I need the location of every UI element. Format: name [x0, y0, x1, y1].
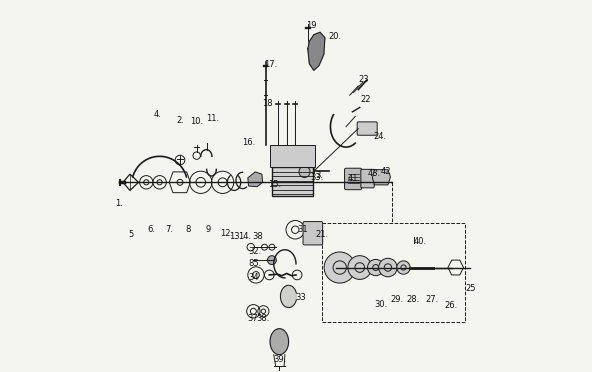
Text: 28.: 28.: [407, 295, 420, 304]
Text: 23: 23: [358, 75, 369, 84]
Text: 31: 31: [297, 225, 308, 234]
Text: 13.: 13.: [229, 232, 243, 241]
Text: 4.: 4.: [153, 110, 161, 119]
Text: 18: 18: [262, 99, 272, 108]
FancyBboxPatch shape: [270, 145, 314, 167]
Polygon shape: [248, 172, 263, 187]
Text: 38.: 38.: [256, 314, 269, 323]
Circle shape: [397, 261, 410, 274]
Text: 38: 38: [252, 232, 263, 241]
Polygon shape: [372, 170, 391, 185]
Polygon shape: [308, 32, 325, 70]
Text: 42: 42: [381, 167, 391, 176]
Text: 85.: 85.: [249, 259, 262, 268]
Text: 16.: 16.: [242, 138, 256, 147]
Text: 19: 19: [306, 21, 317, 30]
Text: 8: 8: [185, 225, 191, 234]
Circle shape: [348, 256, 372, 279]
Circle shape: [299, 166, 310, 177]
Text: 20.: 20.: [329, 32, 342, 41]
Text: 1.: 1.: [115, 199, 123, 208]
Text: 14.: 14.: [239, 232, 252, 241]
Polygon shape: [281, 285, 297, 308]
Text: 29.: 29.: [391, 295, 404, 304]
FancyBboxPatch shape: [345, 168, 362, 190]
Text: 41.: 41.: [347, 174, 361, 183]
Text: 17.: 17.: [265, 60, 278, 69]
Text: 33: 33: [295, 294, 306, 302]
Text: 15.: 15.: [268, 180, 281, 189]
Text: 32.: 32.: [249, 247, 262, 256]
Polygon shape: [270, 329, 288, 355]
Text: 26.: 26.: [444, 301, 458, 310]
Text: 34: 34: [248, 273, 259, 282]
Text: 43.: 43.: [367, 169, 381, 178]
Text: 3.: 3.: [316, 171, 323, 180]
Text: 25: 25: [466, 284, 476, 293]
Text: 40.: 40.: [414, 237, 427, 246]
Text: 22: 22: [360, 95, 371, 104]
Circle shape: [268, 256, 276, 264]
FancyBboxPatch shape: [272, 167, 313, 196]
Text: 2.: 2.: [176, 116, 185, 125]
FancyBboxPatch shape: [357, 122, 377, 135]
Text: 6.: 6.: [148, 225, 156, 234]
Text: 33.: 33.: [310, 173, 323, 182]
Text: 30.: 30.: [374, 300, 387, 309]
FancyBboxPatch shape: [361, 169, 374, 188]
FancyBboxPatch shape: [303, 222, 323, 245]
Circle shape: [324, 252, 355, 283]
Circle shape: [368, 259, 384, 276]
Text: 5: 5: [128, 231, 134, 240]
Text: 39.: 39.: [273, 355, 287, 363]
Text: 27.: 27.: [425, 295, 438, 304]
Text: 37: 37: [247, 314, 258, 323]
Text: 9: 9: [205, 225, 210, 234]
Text: 24.: 24.: [374, 132, 387, 141]
Text: 11.: 11.: [207, 114, 220, 123]
Text: 21.: 21.: [316, 231, 329, 240]
Text: 12.: 12.: [220, 229, 233, 238]
Text: 7.: 7.: [166, 225, 173, 234]
Circle shape: [379, 258, 397, 277]
Text: 10.: 10.: [191, 118, 204, 126]
